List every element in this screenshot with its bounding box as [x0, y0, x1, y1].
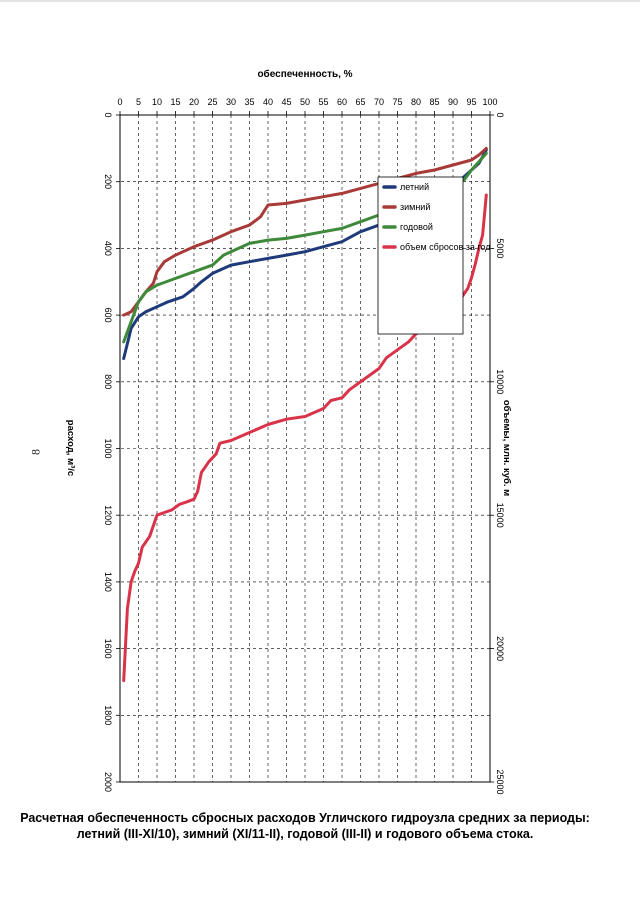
legend-label: годовой — [400, 222, 433, 232]
x-tick-label: 95 — [466, 97, 476, 107]
x-tick-label: 90 — [448, 97, 458, 107]
page-top-edge — [0, 0, 640, 2]
y-left-tick-label: 1400 — [103, 572, 113, 592]
x-tick-label: 60 — [337, 97, 347, 107]
chart-rotated: 0 5 10 15 20 25 30 35 40 45 50 55 60 65 70 75 80 85 90 95 10… — [20, 68, 590, 841]
legend-label: зимний — [400, 202, 430, 212]
right-axis-label: объемы, млн. куб. м — [501, 400, 512, 496]
y-left-tick-label: 1200 — [103, 505, 113, 525]
legend: летний зимний годовой объем сбросов за год — [377, 176, 491, 335]
y-right-tick-label: 20000 — [495, 636, 505, 661]
x-tick-label: 45 — [281, 97, 291, 107]
chart-title-line-2: летний (III-XI/10), зимний (XI/11-II), г… — [77, 827, 534, 841]
x-tick-label: 30 — [226, 97, 236, 107]
x-axis-label-wrap: обеспеченность, % — [257, 68, 352, 80]
x-tick-label: 100 — [482, 97, 497, 107]
x-tick-label: 20 — [189, 97, 199, 107]
y-right-tick-label: 25000 — [495, 769, 505, 794]
x-tick-label: 85 — [429, 97, 439, 107]
x-axis-label: обеспеченность, % — [257, 68, 352, 80]
y-left-tick-label: 600 — [103, 308, 113, 323]
legend-label: объем сбросов за год — [400, 242, 491, 252]
y-left-tick-label: 1000 — [103, 438, 113, 458]
title-wrap: Расчетная обеспеченность сбросных расход… — [20, 811, 590, 841]
x-tick-label: 80 — [411, 97, 421, 107]
x-tick-label: 70 — [374, 97, 384, 107]
x-tick-label: 15 — [170, 97, 180, 107]
x-tick-label: 50 — [300, 97, 310, 107]
y-right-tick-label: 5000 — [495, 238, 505, 258]
y-left-tick-label: 1800 — [103, 705, 113, 725]
y-left-tick-label: 2000 — [103, 772, 113, 792]
x-tick-label: 5 — [136, 97, 141, 107]
x-tick-label: 0 — [117, 97, 122, 107]
chart-title-line-1: Расчетная обеспеченность сбросных расход… — [20, 811, 590, 825]
y-left-tick-label: 400 — [103, 241, 113, 256]
x-tick-label: 40 — [263, 97, 273, 107]
x-tick-label: 35 — [244, 97, 254, 107]
y-right-tick-label: 15000 — [495, 503, 505, 528]
y-right-tick-label: 10000 — [495, 369, 505, 394]
x-tick-label: 25 — [207, 97, 217, 107]
x-tick-label: 10 — [152, 97, 162, 107]
y-right-tick-label: 0 — [495, 112, 505, 117]
y-left-tick-label: 0 — [103, 112, 113, 117]
axes-layer: 0 5 10 15 20 25 30 35 40 45 50 55 60 65 70 75 80 85 90 95 10… — [103, 97, 505, 795]
x-tick-label: 75 — [392, 97, 402, 107]
y-left-tick-label: 1600 — [103, 639, 113, 659]
series-line-1 — [122, 146, 488, 317]
y-left-tick-label: 200 — [103, 174, 113, 189]
y-left-tick-label: 800 — [103, 374, 113, 389]
x-tick-label: 65 — [355, 97, 365, 107]
legend-label: летний — [400, 182, 429, 192]
legend-box — [377, 176, 464, 335]
x-tick-label: 55 — [318, 97, 328, 107]
left-axis-label: расход, м³/с — [65, 420, 76, 476]
